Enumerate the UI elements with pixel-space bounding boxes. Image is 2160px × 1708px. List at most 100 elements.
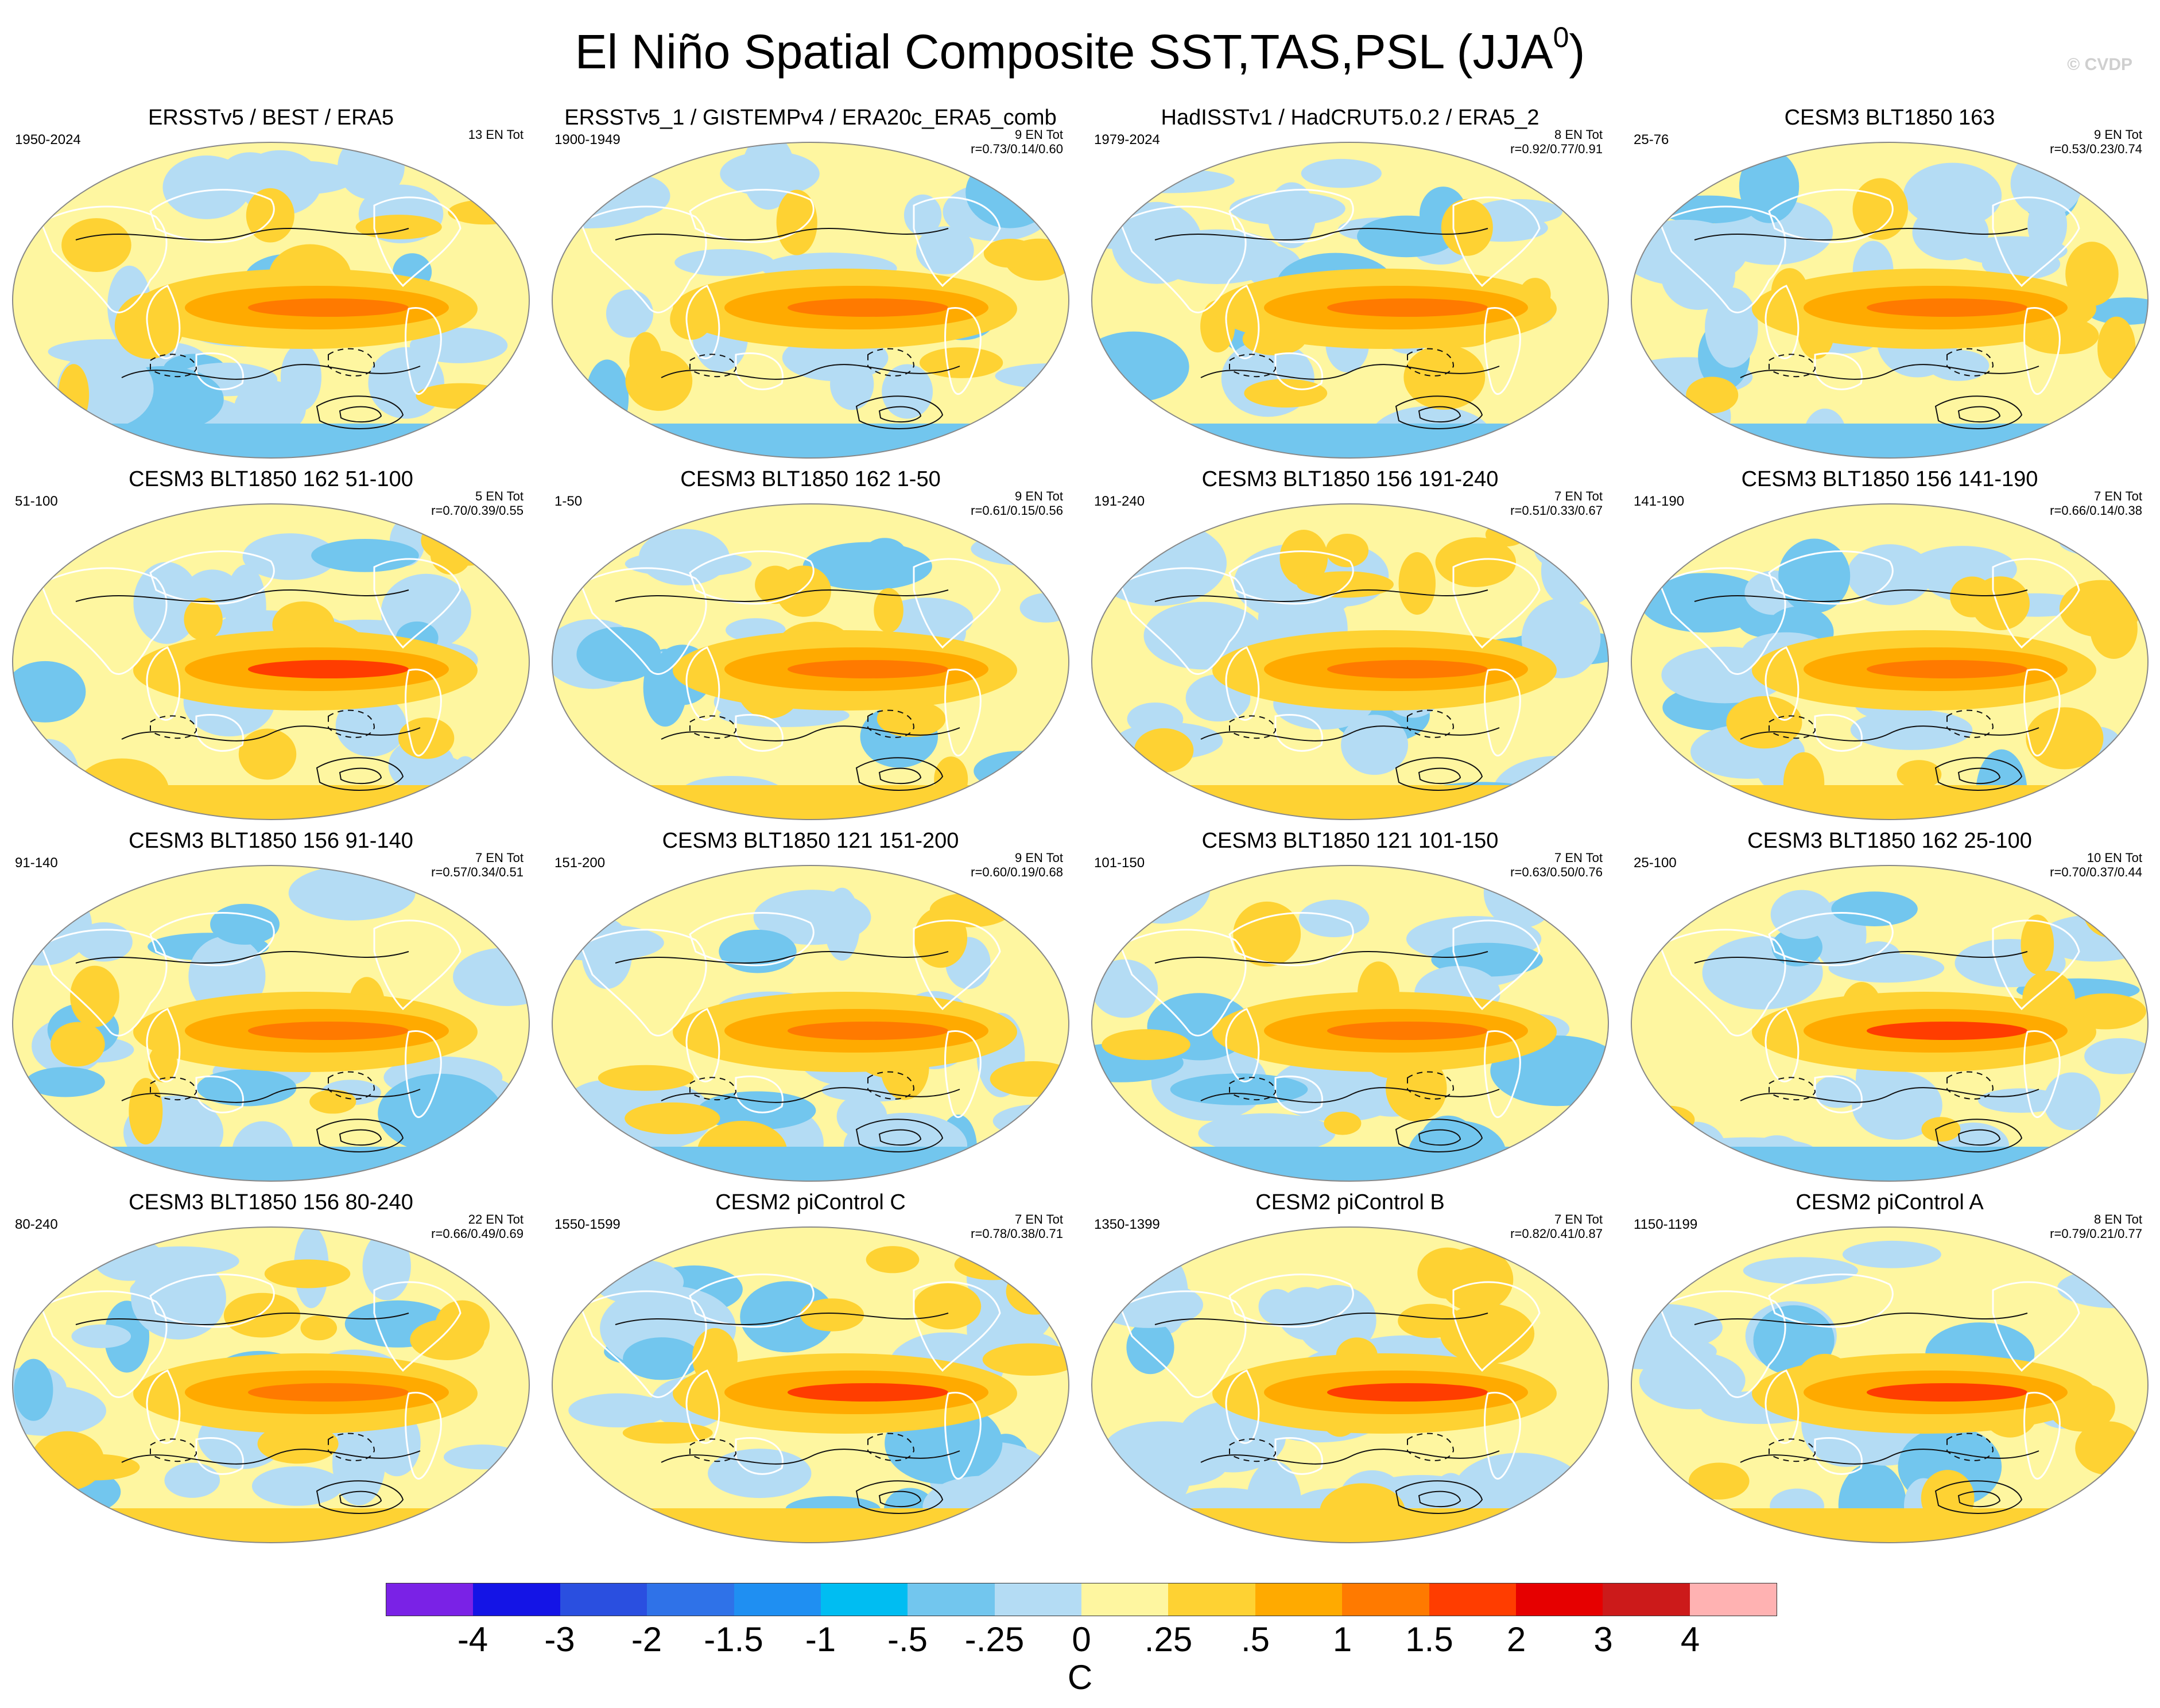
coastline xyxy=(580,567,707,675)
anomaly-patch-cool xyxy=(1277,1287,1336,1340)
anomaly-patch-cool xyxy=(409,328,508,363)
map-svg xyxy=(1091,503,1609,820)
anomaly-patch-cool xyxy=(740,1281,835,1353)
anomaly-patch-cool xyxy=(378,1073,503,1153)
colorbar-swatch xyxy=(994,1583,1081,1616)
coastline xyxy=(1992,919,2080,1011)
psl-contour-positive xyxy=(1694,951,2028,964)
anomaly-patch-cool xyxy=(71,1324,131,1348)
map-outline xyxy=(12,142,530,459)
anomaly-patch-cool xyxy=(568,1393,669,1428)
panel-count-text: 7 EN Tot xyxy=(1554,851,1603,865)
panel-pattern-correlation: r=0.66/0.14/0.38 xyxy=(2050,503,2142,518)
anomaly-patch-cool xyxy=(1661,239,1735,310)
anomaly-patch-warm xyxy=(51,1022,105,1067)
map-panel: HadISSTv1 / HadCRUT5.0.2 / ERA5_2 1979-20… xyxy=(1086,102,1614,464)
anomaly-patch-warm xyxy=(919,347,1003,378)
anomaly-patch-cool xyxy=(362,1232,411,1301)
anomaly-patch-cool xyxy=(1149,229,1283,284)
colorbar-swatch xyxy=(1342,1583,1429,1616)
psl-contour-positive xyxy=(855,757,944,791)
anomaly-patch-cool xyxy=(13,1114,77,1181)
anomaly-patch-cool xyxy=(863,538,906,569)
map-outline xyxy=(12,1226,530,1543)
anomaly-patch-cool xyxy=(824,887,860,961)
panel-event-count: 10 EN Tot r=0.70/0.37/0.44 xyxy=(2050,851,2142,879)
robinson-map xyxy=(7,498,535,825)
anomaly-patch-cool xyxy=(14,1132,106,1175)
panel-pattern-correlation: r=0.57/0.34/0.51 xyxy=(431,865,523,879)
psl-contour-negative xyxy=(1407,709,1455,738)
map-panel: CESM3 BLT1850 156 191-240 191-240 7 EN Tot… xyxy=(1086,464,1614,825)
anomaly-patch-cool xyxy=(196,1069,297,1107)
anomaly-patch-cool xyxy=(965,156,1054,228)
coastline xyxy=(2023,307,2061,395)
coastline xyxy=(373,196,462,288)
panel-event-count: 8 EN Tot r=0.92/0.77/0.91 xyxy=(1510,127,1603,156)
anomaly-patch-cool xyxy=(1341,715,1409,775)
panel-pattern-correlation: r=0.63/0.50/0.76 xyxy=(1510,865,1603,879)
anomaly-patch-warm xyxy=(625,1102,720,1135)
coastline xyxy=(1452,919,1541,1011)
anomaly-patch-cool xyxy=(585,359,629,437)
anomaly-patch-cool xyxy=(1094,1282,1204,1328)
coastline xyxy=(1274,1437,1323,1475)
colorbar-swatch xyxy=(1689,1583,1777,1616)
colorbar-swatch xyxy=(386,1583,474,1616)
psl-contour-positive xyxy=(1418,767,1461,785)
psl-contour-negative xyxy=(150,354,197,378)
coastline xyxy=(1274,713,1323,752)
panel-count-text: 7 EN Tot xyxy=(1554,1212,1603,1226)
psl-contour-positive xyxy=(1154,951,1488,964)
anomaly-patch-cool xyxy=(719,930,797,973)
map-svg xyxy=(552,865,1069,1182)
psl-contour-positive xyxy=(339,406,382,423)
enso-warm-tongue-core xyxy=(1327,1022,1488,1040)
anomaly-patch-cool xyxy=(1357,215,1456,258)
anomaly-patch-cool xyxy=(1541,536,1597,605)
psl-contour-positive xyxy=(855,395,944,429)
coastline xyxy=(913,919,1001,1011)
coastline xyxy=(373,558,462,649)
anomaly-patch-cool xyxy=(17,739,80,815)
coastline xyxy=(40,567,168,675)
anomaly-patch-cool xyxy=(638,529,730,585)
coastline xyxy=(1659,205,1786,313)
map-svg xyxy=(552,503,1069,820)
anomaly-patch-warm xyxy=(1006,1268,1063,1315)
anomaly-patch-warm xyxy=(1398,1303,1464,1338)
panel-period: 1150-1199 xyxy=(1634,1217,1698,1232)
anomaly-patch-warm xyxy=(435,1300,490,1352)
anomaly-patch-cool xyxy=(836,1094,887,1138)
panel-event-count: 22 EN Tot r=0.66/0.49/0.69 xyxy=(431,1212,523,1241)
anomaly-patch-cool xyxy=(2027,196,2068,254)
anomaly-patch-warm xyxy=(2021,914,2054,975)
panel-count-text: 8 EN Tot xyxy=(1554,127,1603,142)
psl-contour-negative xyxy=(328,709,375,738)
panel-title: CESM3 BLT1850 156 91-140 xyxy=(129,829,413,853)
anomaly-patch-warm xyxy=(129,1078,163,1145)
colorbar-tick-label: -.5 xyxy=(887,1620,928,1659)
coastline xyxy=(195,1075,244,1113)
coastline xyxy=(1659,567,1786,675)
psl-contour-negative xyxy=(1229,1077,1277,1101)
colorbar-tick-label: -1.5 xyxy=(704,1620,763,1659)
psl-contour-positive xyxy=(1395,757,1483,791)
colorbar-tick-label: 4 xyxy=(1680,1620,1700,1659)
robinson-map xyxy=(1086,498,1614,825)
panel-count-text: 7 EN Tot xyxy=(2094,489,2142,503)
robinson-map xyxy=(1626,498,2154,825)
map-svg xyxy=(1631,503,2149,820)
panel-title: CESM3 BLT1850 162 25-100 xyxy=(1747,829,2032,853)
psl-contour-positive xyxy=(75,951,409,964)
anomaly-patch-warm xyxy=(1688,1462,1750,1500)
psl-contour-positive xyxy=(1395,1119,1483,1152)
panel-period: 1979-2024 xyxy=(1094,132,1160,147)
panel-title: CESM3 BLT1850 156 141-190 xyxy=(1741,467,2038,491)
map-svg xyxy=(12,503,530,820)
anomaly-patch-warm xyxy=(990,1061,1069,1097)
anomaly-patch-warm xyxy=(309,1089,356,1114)
panel-event-count: 7 EN Tot r=0.63/0.50/0.76 xyxy=(1510,851,1603,879)
map-outline xyxy=(12,865,530,1182)
psl-contour-negative xyxy=(1769,354,1816,378)
